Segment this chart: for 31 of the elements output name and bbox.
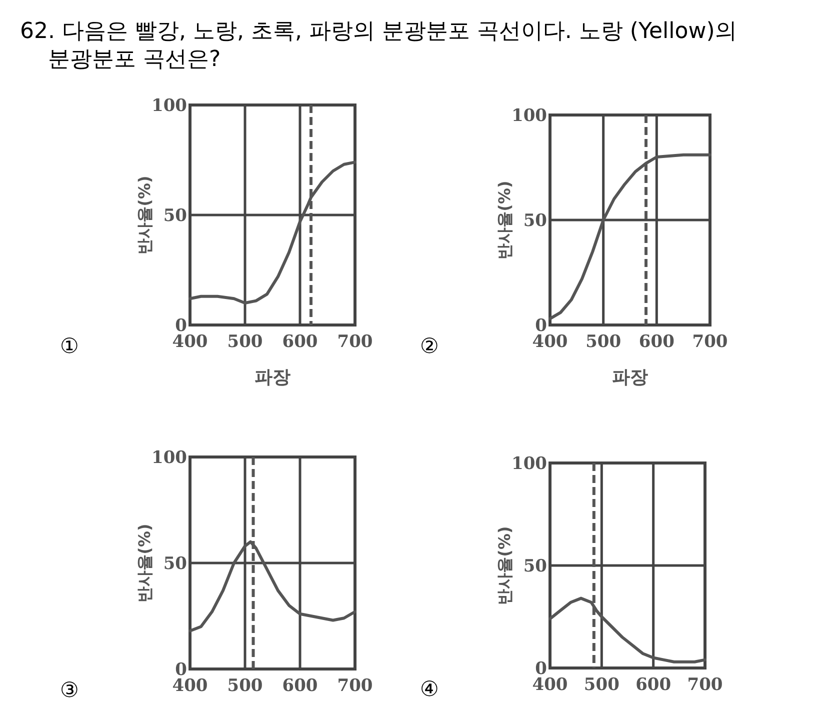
x-tick-label: 700 xyxy=(337,332,373,352)
text: ① xyxy=(60,334,79,358)
x-tick-label: 600 xyxy=(636,675,672,695)
y-tick-label: 100 xyxy=(152,96,188,116)
x-axis-title: 파장 xyxy=(254,367,290,388)
y-tick-label: 50 xyxy=(523,211,548,231)
text: ④ xyxy=(420,677,439,701)
text: ② xyxy=(420,334,439,358)
x-tick-label: 500 xyxy=(584,675,620,695)
y-tick-label: 100 xyxy=(152,448,188,468)
y-axis-title: 반사율(%) xyxy=(495,526,514,605)
x-tick-label: 600 xyxy=(638,332,675,352)
y-tick-label: 100 xyxy=(512,454,548,474)
y-tick-label: 100 xyxy=(512,106,548,126)
x-tick-label: 500 xyxy=(227,676,263,696)
x-tick-label: 500 xyxy=(586,332,622,352)
x-axis-title: 파장 xyxy=(612,367,648,388)
y-tick-label: 50 xyxy=(523,556,548,576)
y-axis-title: 반사율(%) xyxy=(135,524,154,602)
y-tick-label: 50 xyxy=(163,206,188,226)
chart-title: 62. 다음은 빨강, 노랑, 초록, 파랑의 분광분포 곡선이다. 노랑 (Yellow)의 분광분포 곡선은? xyxy=(20,19,737,72)
x-tick-label: 500 xyxy=(227,332,263,352)
y-axis-title: 반사율(%) xyxy=(135,176,154,254)
x-tick-label: 700 xyxy=(687,675,723,695)
text: ③ xyxy=(60,678,79,702)
y-axis-title: 반사율(%) xyxy=(495,180,514,260)
x-tick-label: 700 xyxy=(337,676,373,696)
y-tick-label: 50 xyxy=(163,554,188,574)
x-tick-label: 600 xyxy=(282,676,318,696)
x-tick-label: 600 xyxy=(282,332,318,352)
x-tick-label: 700 xyxy=(692,332,728,352)
